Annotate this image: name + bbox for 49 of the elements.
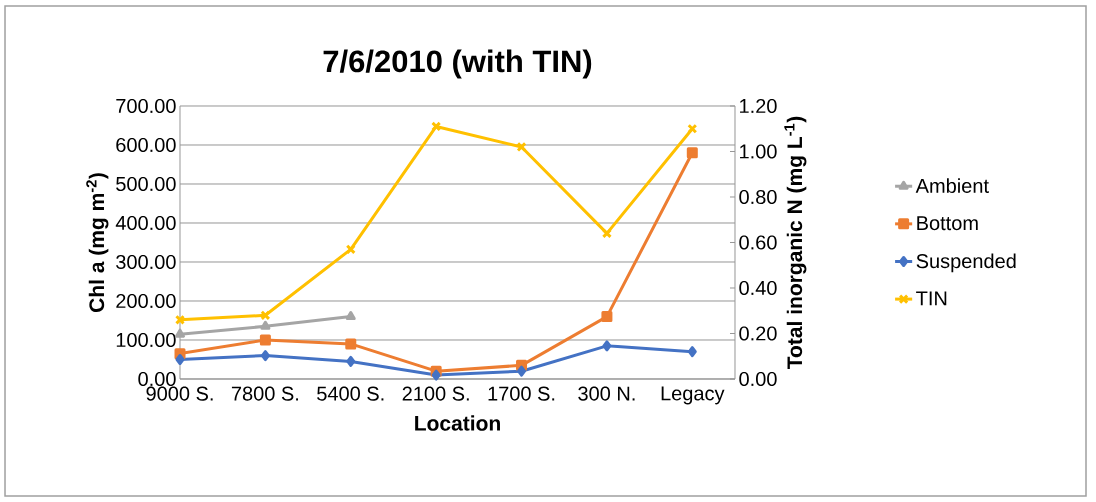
point [346, 355, 356, 367]
point [345, 244, 356, 255]
point [601, 228, 612, 239]
x-axis-title: Location [415, 415, 500, 431]
y-tick-label: 200.00 [116, 293, 176, 309]
y2-tick-label: 0.80 [739, 189, 777, 205]
y-tick-label: 400.00 [115, 215, 176, 231]
x-tick-label: 1700 S. [488, 386, 555, 401]
y2-tick-label: 0.60 [739, 235, 777, 250]
x-tick-label: Legacy [661, 386, 725, 405]
y-tick-label: 500.00 [116, 176, 176, 192]
x-tick-label: 300 N. [578, 386, 635, 401]
point [345, 338, 357, 350]
x-tick-label: 5400 S. [317, 386, 384, 401]
point [602, 340, 612, 352]
point [175, 328, 185, 338]
y-tick-label: 300.00 [116, 254, 176, 270]
point [601, 311, 613, 323]
point [517, 365, 527, 377]
legend-label: TIN [916, 291, 947, 306]
y2-axis-title: Total inorganic N (mg L$^{-1}$) [784, 116, 807, 369]
legend-label: Bottom [917, 216, 978, 231]
y-tick-label: 0.00 [138, 371, 176, 387]
point [260, 320, 271, 330]
point [260, 350, 270, 362]
x-tick-label: 7800 S. [231, 386, 299, 401]
point [686, 147, 698, 159]
point [175, 353, 185, 365]
y2-tick-label: 1.00 [740, 144, 777, 159]
y2-tick-label: 1.20 [740, 98, 777, 114]
legend-label: Ambient [915, 178, 989, 193]
point [431, 369, 441, 381]
point [687, 346, 697, 358]
chart-title: 7/6/2010 (with TIN) [323, 49, 592, 79]
y-tick-label: 600.00 [116, 137, 176, 153]
y2-tick-label: 0.40 [739, 280, 777, 296]
point [259, 334, 271, 346]
point [260, 310, 271, 321]
y-tick-label: 700.00 [116, 98, 176, 114]
y-axis-title: Chl a (mg m$^{-2}$) [86, 173, 109, 312]
y-tick-label: 100.00 [116, 332, 176, 348]
point [431, 121, 442, 132]
point [345, 311, 356, 321]
y2-tick-label: 0.20 [739, 326, 777, 341]
legend-label: Suspended [916, 253, 1016, 273]
x-tick-label: 2100 S. [402, 386, 469, 401]
y2-tick-label: 0.00 [739, 371, 777, 387]
x-tick-label: 9000 S. [146, 386, 213, 401]
point [516, 141, 527, 152]
